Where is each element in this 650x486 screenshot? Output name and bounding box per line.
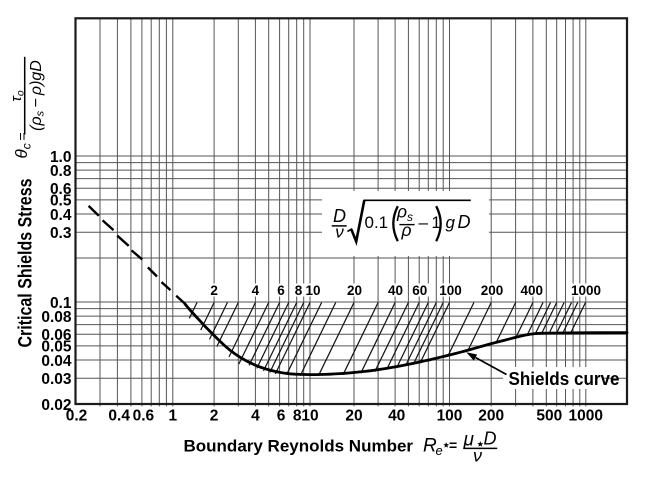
svg-text:ν: ν [473,445,482,465]
svg-text:D: D [458,212,471,232]
svg-text:4: 4 [251,408,260,425]
svg-text:200: 200 [481,283,504,298]
svg-text:100: 100 [439,283,462,298]
svg-text:Shields curve: Shields curve [509,368,620,389]
svg-text:0.3: 0.3 [50,225,72,242]
svg-text:2: 2 [210,283,218,298]
svg-text:g: g [446,213,456,232]
svg-text:τo: τo [8,90,27,102]
svg-text:0.08: 0.08 [41,309,72,326]
svg-text:1000: 1000 [569,408,603,425]
svg-text:10: 10 [305,283,320,298]
svg-text:=: = [449,437,457,453]
svg-text:0.1: 0.1 [365,213,389,232]
svg-text:ν: ν [335,222,344,241]
svg-text:0.05: 0.05 [41,339,72,356]
svg-text:– 1: – 1 [419,213,441,232]
svg-text:R: R [423,436,437,457]
svg-text:Boundary Reynolds Number: Boundary Reynolds Number [184,437,414,456]
svg-text:200: 200 [478,408,504,425]
svg-text:20: 20 [347,283,362,298]
svg-text:1.0: 1.0 [50,149,72,166]
svg-text:θc =: θc = [12,132,34,158]
svg-text:8: 8 [293,408,302,425]
svg-text:0.1: 0.1 [50,295,72,312]
svg-text:μ: μ [463,429,475,450]
svg-text:ρ: ρ [400,220,411,240]
svg-text:6: 6 [277,408,286,425]
svg-text:2: 2 [210,408,219,425]
svg-text:0.2: 0.2 [66,408,88,425]
svg-text:10: 10 [301,408,318,425]
svg-text:0.04: 0.04 [41,353,72,370]
svg-text:40: 40 [388,408,405,425]
svg-text:20: 20 [345,408,362,425]
svg-text:0.4: 0.4 [50,207,72,224]
svg-text:0.8: 0.8 [50,163,72,180]
svg-text:60: 60 [412,283,427,298]
svg-text:0.6: 0.6 [133,408,155,425]
svg-text:0.6: 0.6 [50,181,72,198]
svg-text:(ρs − ρ)gD: (ρs − ρ)gD [28,60,47,131]
svg-text:D: D [484,429,497,449]
svg-text:400: 400 [521,283,544,298]
svg-text:D: D [333,206,346,226]
svg-text:40: 40 [388,283,403,298]
svg-text:0.5: 0.5 [50,193,72,210]
svg-text:6: 6 [277,283,285,298]
svg-text:4: 4 [252,283,260,298]
svg-text:8: 8 [295,283,303,298]
svg-text:0.4: 0.4 [108,408,130,425]
svg-text:Critical Shields Stress: Critical Shields Stress [15,178,37,347]
svg-text:e: e [436,443,443,458]
svg-text:0.06: 0.06 [41,327,72,344]
svg-text:500: 500 [536,408,562,425]
svg-text:0.02: 0.02 [41,397,71,414]
svg-text:1: 1 [168,408,177,425]
svg-text:100: 100 [437,408,463,425]
svg-text:0.03: 0.03 [41,371,72,388]
svg-text:1000: 1000 [571,283,601,298]
